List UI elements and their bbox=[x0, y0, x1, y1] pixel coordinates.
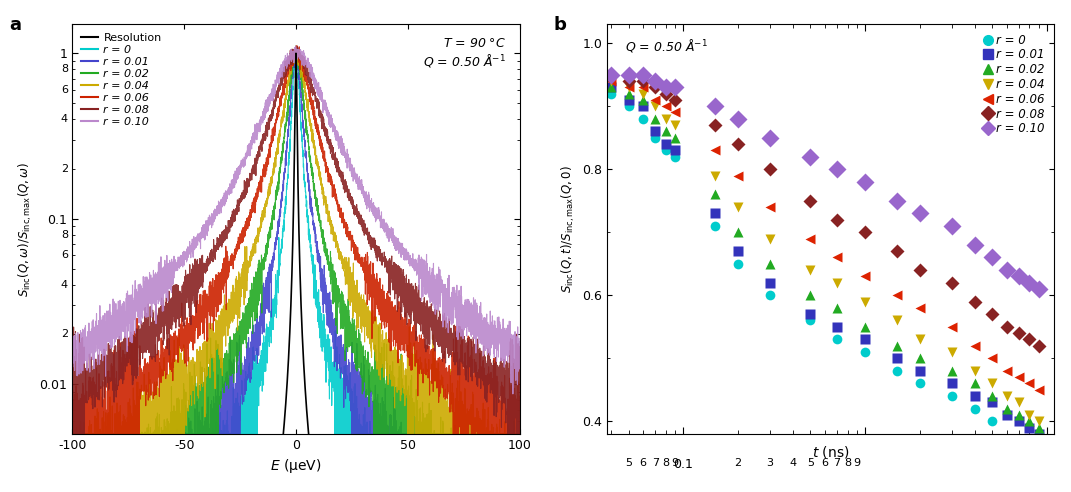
Text: 8: 8 bbox=[61, 64, 67, 74]
Text: 2: 2 bbox=[61, 329, 67, 339]
Text: 5: 5 bbox=[625, 458, 632, 468]
Text: $Q$ = 0.50 Å$^{-1}$: $Q$ = 0.50 Å$^{-1}$ bbox=[625, 36, 708, 54]
Legend: r = 0, r = 0.01, r = 0.02, r = 0.04, r = 0.06, r = 0.08, r = 0.10: r = 0, r = 0.01, r = 0.02, r = 0.04, r =… bbox=[981, 30, 1049, 139]
Text: 6: 6 bbox=[61, 85, 67, 95]
Y-axis label: $S_\mathrm{inc}(Q,\omega)/S_\mathrm{inc,max}(Q,\omega)$: $S_\mathrm{inc}(Q,\omega)/S_\mathrm{inc,… bbox=[17, 161, 34, 297]
Legend: Resolution, r = 0, r = 0.01, r = 0.02, r = 0.04, r = 0.06, r = 0.08, r = 0.10: Resolution, r = 0, r = 0.01, r = 0.02, r… bbox=[78, 30, 165, 130]
Text: 7: 7 bbox=[833, 458, 841, 468]
Text: 6: 6 bbox=[821, 458, 828, 468]
Text: 8: 8 bbox=[662, 458, 669, 468]
Text: 6: 6 bbox=[639, 458, 647, 468]
Text: 3: 3 bbox=[767, 458, 773, 468]
Y-axis label: $S_\mathrm{inc}(Q,t)/S_\mathrm{inc,max}(Q,0)$: $S_\mathrm{inc}(Q,t)/S_\mathrm{inc,max}(… bbox=[559, 165, 576, 293]
Text: 9: 9 bbox=[854, 458, 860, 468]
Text: 7: 7 bbox=[652, 458, 659, 468]
Text: 4: 4 bbox=[789, 458, 797, 468]
Text: 2: 2 bbox=[735, 458, 742, 468]
Text: a: a bbox=[10, 16, 21, 34]
Text: 4: 4 bbox=[61, 279, 67, 290]
Text: 0.1: 0.1 bbox=[674, 458, 693, 471]
X-axis label: $E$ (µeV): $E$ (µeV) bbox=[270, 458, 321, 475]
X-axis label: $t$ (ns): $t$ (ns) bbox=[812, 444, 849, 461]
Text: 5: 5 bbox=[806, 458, 814, 468]
Text: 6: 6 bbox=[61, 250, 67, 260]
Text: 8: 8 bbox=[61, 230, 67, 240]
Text: 4: 4 bbox=[61, 114, 67, 124]
Text: 8: 8 bbox=[844, 458, 851, 468]
Text: b: b bbox=[554, 16, 567, 34]
Text: 9: 9 bbox=[672, 458, 679, 468]
Text: $T$ = 90 °C
$Q$ = 0.50 Å$^{-1}$: $T$ = 90 °C $Q$ = 0.50 Å$^{-1}$ bbox=[423, 36, 507, 69]
Text: 2: 2 bbox=[61, 164, 67, 174]
